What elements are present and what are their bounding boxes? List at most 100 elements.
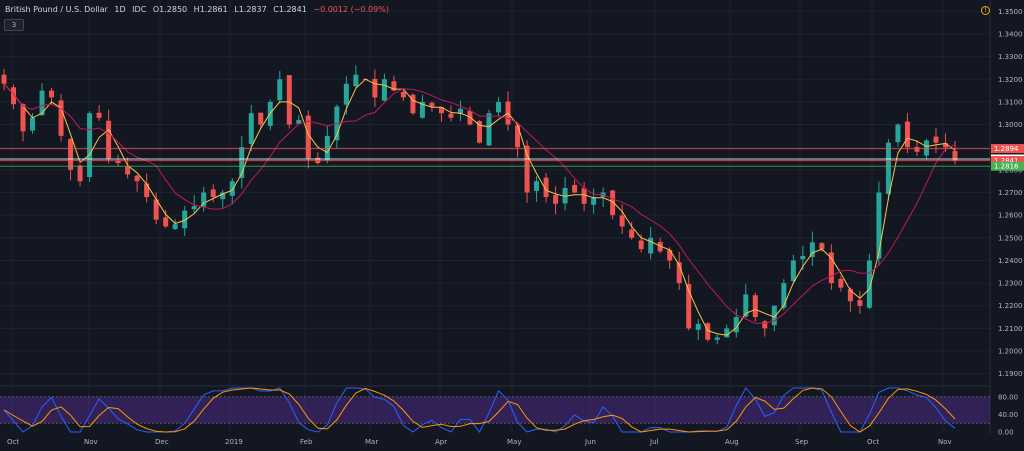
candle-body bbox=[277, 79, 283, 101]
ma-fast-line bbox=[3, 78, 956, 336]
candle-body bbox=[866, 260, 872, 308]
candle-body bbox=[724, 328, 730, 338]
y-tick-label: 1.2300 bbox=[998, 280, 1023, 288]
candle-body bbox=[762, 321, 768, 329]
price-label: 1.2894 bbox=[994, 145, 1019, 153]
candle-body bbox=[210, 189, 216, 198]
candle-body bbox=[20, 104, 26, 132]
candle-body bbox=[676, 262, 682, 284]
candle-body bbox=[144, 183, 150, 198]
candle-body bbox=[686, 284, 692, 329]
x-tick-label: Oct bbox=[7, 438, 19, 446]
candle-body bbox=[695, 323, 701, 330]
candle-body bbox=[163, 217, 169, 227]
candle-body bbox=[828, 252, 834, 284]
y-tick-label: 1.2200 bbox=[998, 302, 1023, 310]
candle-body bbox=[629, 229, 635, 238]
y-tick-label: 1.3200 bbox=[998, 76, 1023, 84]
candle-body bbox=[239, 147, 245, 178]
candle-body bbox=[667, 249, 673, 261]
candle-body bbox=[429, 102, 435, 107]
legend-high: H1.2861 bbox=[193, 5, 228, 14]
price-label: 1.2841 bbox=[994, 157, 1019, 165]
x-tick-label: May bbox=[507, 438, 521, 446]
price-label-bg bbox=[991, 156, 1024, 166]
y-tick-label: 1.2000 bbox=[998, 348, 1023, 356]
candle-body bbox=[809, 242, 815, 257]
candle-body bbox=[410, 94, 416, 114]
candle-body bbox=[914, 146, 920, 152]
candle-body bbox=[714, 337, 720, 340]
candle-body bbox=[172, 224, 178, 229]
candle-body bbox=[400, 91, 406, 98]
x-tick-label: Aug bbox=[725, 438, 739, 446]
candle-body bbox=[419, 101, 425, 118]
candle-body bbox=[229, 181, 235, 196]
collapsed-count: 3 bbox=[11, 21, 17, 29]
x-tick-label: 2019 bbox=[225, 438, 243, 446]
candle-body bbox=[705, 323, 711, 340]
candle-body bbox=[942, 143, 948, 148]
y-tick-label: 1.2400 bbox=[998, 257, 1023, 265]
candle-body bbox=[191, 206, 197, 210]
candle-body bbox=[11, 87, 17, 105]
candle-body bbox=[286, 75, 292, 125]
candle-body bbox=[220, 192, 226, 200]
x-tick-label: Apr bbox=[435, 438, 447, 446]
legend-symbol: British Pound / U.S. Dollar bbox=[5, 5, 108, 14]
candle-body bbox=[895, 124, 901, 143]
stoch-y-label: 40.00 bbox=[998, 411, 1018, 419]
candle-body bbox=[562, 187, 568, 204]
x-tick-label: Sep bbox=[795, 438, 809, 446]
x-tick-label: Nov bbox=[84, 438, 98, 446]
candle-body bbox=[448, 113, 454, 118]
x-tick-label: Mar bbox=[365, 438, 378, 446]
x-tick-label: Dec bbox=[155, 438, 169, 446]
symbol-legend: British Pound / U.S. Dollar 1D IDC O1.28… bbox=[5, 5, 393, 14]
collapse-indicators-button[interactable]: 3 bbox=[4, 19, 24, 31]
y-tick-label: 1.3100 bbox=[998, 98, 1023, 106]
stoch-d-line bbox=[3, 387, 956, 433]
x-tick-label: Nov bbox=[938, 438, 952, 446]
y-tick-label: 1.3000 bbox=[998, 121, 1023, 129]
candle-body bbox=[87, 113, 93, 178]
candle-body bbox=[343, 83, 349, 105]
candle-body bbox=[381, 79, 387, 101]
candle-body bbox=[543, 177, 549, 198]
candle-body bbox=[438, 107, 444, 114]
candle-body bbox=[30, 117, 36, 131]
y-tick-label: 1.2600 bbox=[998, 212, 1023, 220]
candle-body bbox=[467, 110, 473, 125]
candle-body bbox=[296, 120, 302, 124]
candle-body bbox=[353, 74, 359, 87]
legend-close: C1.2841 bbox=[273, 5, 307, 14]
candle-body bbox=[619, 215, 625, 227]
candle-body bbox=[771, 305, 777, 326]
x-tick-label: Feb bbox=[300, 438, 313, 446]
y-tick-label: 1.3300 bbox=[998, 53, 1023, 61]
candle-body bbox=[39, 90, 45, 116]
y-tick-label: 1.3400 bbox=[998, 30, 1023, 38]
candle-body bbox=[923, 140, 929, 156]
candle-body bbox=[638, 240, 644, 250]
candle-body bbox=[743, 294, 749, 317]
candle-body bbox=[838, 278, 844, 288]
candle-body bbox=[486, 113, 492, 146]
candle-body bbox=[182, 210, 188, 229]
alert-icon[interactable]: ! bbox=[981, 6, 990, 15]
candle-body bbox=[125, 166, 131, 175]
price-label-bg bbox=[991, 161, 1024, 171]
candle-body bbox=[153, 199, 159, 220]
y-tick-label: 1.2100 bbox=[998, 325, 1023, 333]
candle-body bbox=[258, 112, 264, 125]
x-tick-label: Oct bbox=[867, 438, 879, 446]
candle-body bbox=[534, 181, 540, 191]
legend-change: −0.0012 (−0.09%) bbox=[313, 5, 389, 14]
candle-body bbox=[819, 243, 825, 250]
stoch-y-label: 80.00 bbox=[998, 393, 1018, 401]
legend-interval: 1D bbox=[114, 5, 126, 14]
candle-body bbox=[391, 81, 397, 91]
candle-body bbox=[201, 192, 207, 207]
candle-body bbox=[790, 260, 796, 281]
